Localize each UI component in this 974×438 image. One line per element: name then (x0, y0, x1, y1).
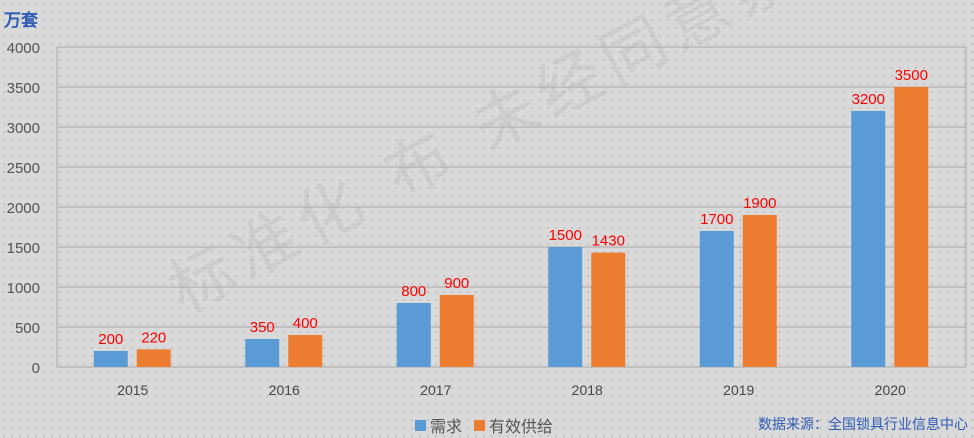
y-tick-label: 2000 (7, 200, 40, 217)
bar-demand (548, 247, 583, 367)
bar-demand (93, 351, 128, 367)
bar-supply (742, 215, 777, 367)
data-label: 900 (444, 275, 469, 292)
x-tick-label: 2019 (723, 382, 754, 398)
y-tick-label: 3500 (7, 80, 40, 97)
x-tick-label: 2018 (572, 382, 603, 398)
y-tick-label: 0 (32, 360, 40, 377)
legend: 需求 有效供给 (415, 413, 565, 437)
data-label: 800 (401, 283, 426, 300)
y-tick-label: 1500 (7, 240, 40, 257)
legend-item-demand: 需求 (415, 413, 462, 437)
y-tick-label: 3000 (7, 120, 40, 137)
bar-supply (894, 87, 929, 367)
bar-demand (396, 303, 431, 367)
data-label: 3500 (895, 67, 928, 84)
legend-swatch (474, 419, 486, 431)
legend-item-supply: 有效供给 (474, 413, 553, 437)
x-tick-label: 2020 (875, 382, 906, 398)
data-source: 数据来源：全国锁具行业信息中心 (758, 417, 968, 433)
bar-supply (288, 335, 323, 367)
bar-demand (699, 231, 734, 367)
data-label: 350 (250, 319, 275, 336)
data-label: 1500 (549, 227, 582, 244)
data-label: 1430 (592, 233, 625, 250)
bar-demand (245, 339, 280, 367)
data-label: 400 (293, 315, 318, 332)
legend-label: 有效供给 (489, 417, 554, 436)
data-label: 1900 (743, 195, 776, 212)
unit-label: 万套 (4, 11, 38, 31)
x-tick-label: 2016 (269, 382, 300, 398)
bar-demand (851, 111, 886, 367)
bar-supply (591, 252, 626, 367)
data-label: 200 (98, 331, 123, 348)
bar-supply (136, 349, 171, 367)
bar-supply (439, 295, 474, 367)
legend-swatch (415, 419, 426, 431)
x-tick-label: 2017 (420, 382, 451, 398)
legend-label: 需求 (430, 417, 463, 436)
y-tick-label: 4000 (7, 40, 40, 57)
y-tick-label: 1000 (7, 280, 40, 297)
y-tick-label: 500 (15, 320, 40, 337)
data-label: 3200 (852, 91, 885, 108)
data-label: 1700 (700, 211, 733, 228)
x-tick-label: 2015 (117, 382, 148, 398)
data-label: 220 (141, 329, 166, 346)
y-tick-label: 2500 (7, 160, 40, 177)
